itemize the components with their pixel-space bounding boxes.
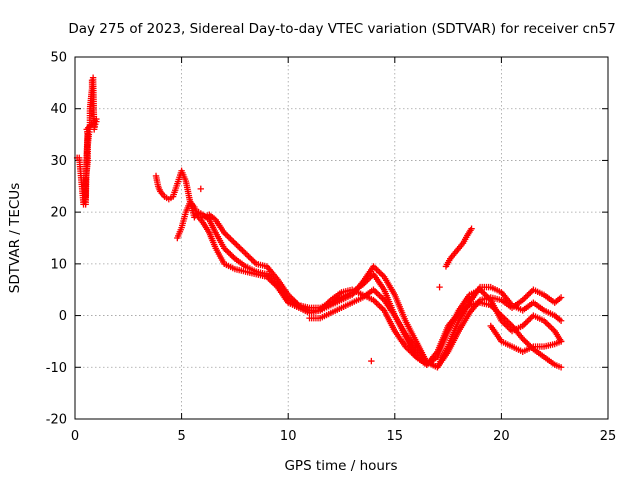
data-point — [373, 266, 380, 273]
x-tick-label: 15 — [387, 429, 404, 444]
data-point — [545, 321, 552, 329]
data-point — [225, 234, 233, 241]
series-outliers — [197, 185, 443, 365]
data-point — [557, 294, 565, 301]
data-point — [374, 301, 382, 308]
series-early-cluster — [73, 74, 100, 208]
grid-layer — [75, 57, 608, 419]
data-point — [376, 292, 383, 299]
data-point — [373, 299, 380, 307]
data-point — [376, 269, 383, 276]
y-tick-label: -20 — [46, 413, 67, 428]
data-point — [546, 323, 554, 330]
chart-title: Day 275 of 2023, Sidereal Day-to-day VTE… — [68, 21, 615, 37]
data-point — [548, 324, 555, 332]
y-tick-label: 30 — [50, 154, 67, 169]
x-axis-label: GPS time / hours — [284, 458, 397, 474]
tick-layer — [74, 56, 609, 420]
data-point — [224, 232, 231, 239]
data-point — [376, 302, 383, 310]
data-point — [557, 364, 565, 371]
x-tick-label: 25 — [600, 429, 617, 444]
data-point — [436, 283, 443, 291]
data-point — [468, 225, 475, 232]
x-tick-label: 5 — [177, 429, 185, 444]
series-arc-1 — [442, 225, 475, 270]
data-point — [234, 242, 242, 250]
points-layer — [73, 74, 565, 371]
data-point — [230, 238, 237, 245]
data-point — [525, 290, 533, 298]
data-point — [377, 270, 385, 278]
y-tick-label: 20 — [50, 206, 67, 221]
data-point — [246, 254, 254, 262]
y-tick-label: 50 — [50, 51, 67, 66]
data-point — [248, 256, 255, 263]
data-point — [543, 320, 551, 327]
data-point — [522, 293, 529, 301]
data-point — [240, 248, 248, 256]
data-point — [225, 249, 233, 256]
data-point — [227, 251, 234, 258]
data-point — [371, 287, 379, 295]
data-point — [242, 250, 249, 257]
data-point — [368, 357, 375, 365]
data-point — [233, 241, 240, 248]
data-point — [243, 251, 251, 259]
data-point — [237, 245, 245, 253]
data-point — [227, 235, 234, 242]
tick-label-layer: 0 5 10 15 20 25 -20 -10 0 10 20 30 40 50 — [46, 51, 617, 445]
data-point — [557, 338, 565, 345]
data-point — [377, 293, 385, 301]
data-point — [374, 290, 382, 298]
y-tick-label: 10 — [50, 257, 67, 272]
data-point — [239, 247, 246, 254]
y-tick-label: 40 — [50, 102, 67, 117]
data-point — [522, 338, 529, 345]
series-bundle-c — [199, 211, 565, 371]
x-tick-label: 10 — [280, 429, 297, 444]
data-point — [249, 257, 257, 265]
plot-frame — [74, 56, 609, 420]
data-point — [377, 304, 385, 311]
y-tick-label: 0 — [59, 309, 67, 324]
data-point — [522, 319, 529, 327]
data-point — [84, 126, 91, 133]
data-point — [197, 185, 204, 193]
data-point — [557, 317, 565, 324]
data-point — [236, 244, 243, 251]
x-tick-label: 20 — [493, 429, 510, 444]
y-tick-label: -10 — [46, 361, 67, 376]
data-point — [231, 239, 239, 247]
data-point — [374, 267, 382, 275]
data-point — [525, 316, 533, 324]
series-bundle-d — [306, 286, 565, 371]
data-point — [228, 237, 236, 244]
data-point — [224, 248, 231, 255]
data-point — [524, 292, 531, 299]
data-point — [245, 253, 252, 260]
y-axis-label: SDTVAR / TECUs — [7, 183, 23, 293]
data-point — [228, 252, 236, 259]
x-tick-label: 0 — [71, 429, 79, 444]
series-arc-2 — [487, 322, 565, 355]
data-point — [524, 318, 531, 325]
